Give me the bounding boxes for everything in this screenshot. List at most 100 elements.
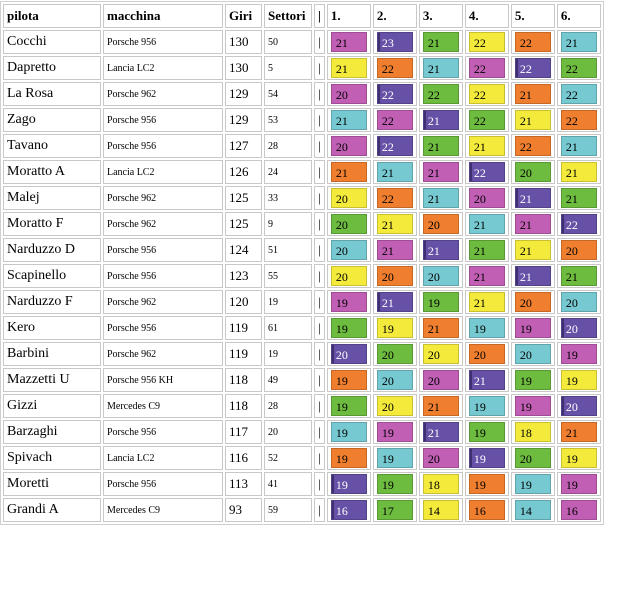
heat-4-cell: 21 xyxy=(464,134,509,158)
heat-result-badge: 20 xyxy=(330,136,367,156)
row-separator: | xyxy=(314,264,325,288)
heat-4-cell: 19 xyxy=(464,316,509,340)
car-model: Lancia LC2 xyxy=(103,446,223,470)
heat-5-cell: 20 xyxy=(510,342,555,366)
heat-6-cell: 19 xyxy=(556,368,601,392)
row-separator: | xyxy=(314,394,325,418)
heat-2-cell: 19 xyxy=(372,420,417,444)
heat-6-cell: 20 xyxy=(556,394,601,418)
car-model: Porsche 956 KH xyxy=(103,368,223,392)
heat-result-badge: 19 xyxy=(376,318,413,338)
heat-result-badge: 22 xyxy=(376,188,413,208)
column-header-heat-2: 2. xyxy=(372,4,417,28)
driver-name: Moratto F xyxy=(3,212,101,236)
header-row: pilota macchina Giri Settori | 1. 2. 3. … xyxy=(3,4,601,28)
heat-result-badge: 20 xyxy=(422,448,459,468)
heat-1-cell: 20 xyxy=(326,342,371,366)
table-row: Kero Porsche 956 119 61 | 19 19 21 19 19 20 xyxy=(3,316,601,340)
heat-result-badge: 21 xyxy=(514,214,551,234)
heat-4-cell: 22 xyxy=(464,108,509,132)
heat-6-cell: 20 xyxy=(556,290,601,314)
heat-4-cell: 20 xyxy=(464,186,509,210)
sectors-count: 59 xyxy=(264,498,312,522)
heat-5-cell: 22 xyxy=(510,134,555,158)
driver-name: Barbini xyxy=(3,342,101,366)
laps-count: 93 xyxy=(225,498,262,522)
heat-3-cell: 20 xyxy=(418,446,463,470)
heat-result-badge: 21 xyxy=(422,162,459,182)
heat-result-badge: 20 xyxy=(422,344,459,364)
heat-result-badge: 21 xyxy=(422,318,459,338)
heat-result-badge: 21 xyxy=(560,162,597,182)
driver-name: Grandi A xyxy=(3,498,101,522)
heat-1-cell: 20 xyxy=(326,82,371,106)
row-separator: | xyxy=(314,30,325,54)
sectors-count: 49 xyxy=(264,368,312,392)
heat-result-badge: 19 xyxy=(514,474,551,494)
heat-1-cell: 21 xyxy=(326,108,371,132)
heat-1-cell: 20 xyxy=(326,212,371,236)
heat-1-cell: 16 xyxy=(326,498,371,522)
car-model: Lancia LC2 xyxy=(103,56,223,80)
heat-result-badge: 20 xyxy=(330,214,367,234)
column-header-giri: Giri xyxy=(225,4,262,28)
heat-result-badge: 21 xyxy=(422,240,459,260)
heat-2-cell: 22 xyxy=(372,82,417,106)
row-separator: | xyxy=(314,56,325,80)
column-header-heat-1: 1. xyxy=(326,4,371,28)
car-model: Porsche 956 xyxy=(103,108,223,132)
heat-4-cell: 21 xyxy=(464,368,509,392)
sectors-count: 50 xyxy=(264,30,312,54)
table-row: Scapinello Porsche 956 123 55 | 20 20 20 21 21 21 xyxy=(3,264,601,288)
laps-count: 123 xyxy=(225,264,262,288)
row-separator: | xyxy=(314,238,325,262)
heat-2-cell: 19 xyxy=(372,316,417,340)
heat-3-cell: 21 xyxy=(418,56,463,80)
heat-6-cell: 16 xyxy=(556,498,601,522)
car-model: Lancia LC2 xyxy=(103,160,223,184)
table-row: Spivach Lancia LC2 116 52 | 19 19 20 19 20 19 xyxy=(3,446,601,470)
heat-6-cell: 19 xyxy=(556,342,601,366)
table-row: Moratto A Lancia LC2 126 24 | 21 21 21 22 20 21 xyxy=(3,160,601,184)
heat-result-badge: 20 xyxy=(330,266,367,286)
heat-result-badge: 20 xyxy=(422,266,459,286)
heat-2-cell: 20 xyxy=(372,264,417,288)
heat-result-badge: 22 xyxy=(560,58,597,78)
heat-result-badge: 19 xyxy=(514,318,551,338)
column-header-separator: | xyxy=(314,4,325,28)
heat-3-cell: 18 xyxy=(418,472,463,496)
row-separator: | xyxy=(314,290,325,314)
car-model: Porsche 962 xyxy=(103,342,223,366)
heat-4-cell: 21 xyxy=(464,238,509,262)
sectors-count: 51 xyxy=(264,238,312,262)
laps-count: 130 xyxy=(225,56,262,80)
heat-result-badge: 19 xyxy=(514,396,551,416)
heat-result-badge: 22 xyxy=(376,84,413,104)
heat-result-badge: 20 xyxy=(560,292,597,312)
heat-result-badge: 19 xyxy=(468,422,505,442)
heat-result-badge: 21 xyxy=(422,396,459,416)
heat-result-badge: 21 xyxy=(422,188,459,208)
laps-count: 124 xyxy=(225,238,262,262)
heat-result-badge: 21 xyxy=(514,240,551,260)
heat-4-cell: 21 xyxy=(464,264,509,288)
heat-result-badge: 19 xyxy=(330,370,367,390)
heat-3-cell: 21 xyxy=(418,108,463,132)
laps-count: 118 xyxy=(225,394,262,418)
heat-5-cell: 18 xyxy=(510,420,555,444)
laps-count: 117 xyxy=(225,420,262,444)
table-row: Narduzzo D Porsche 956 124 51 | 20 21 21 21 21 20 xyxy=(3,238,601,262)
heat-result-badge: 20 xyxy=(376,370,413,390)
heat-1-cell: 21 xyxy=(326,160,371,184)
heat-2-cell: 20 xyxy=(372,368,417,392)
heat-result-badge: 21 xyxy=(330,32,367,52)
heat-result-badge: 21 xyxy=(422,136,459,156)
heat-5-cell: 20 xyxy=(510,290,555,314)
row-separator: | xyxy=(314,134,325,158)
heat-result-badge: 21 xyxy=(560,32,597,52)
row-separator: | xyxy=(314,498,325,522)
heat-result-badge: 19 xyxy=(330,292,367,312)
heat-5-cell: 20 xyxy=(510,160,555,184)
driver-name: Zago xyxy=(3,108,101,132)
